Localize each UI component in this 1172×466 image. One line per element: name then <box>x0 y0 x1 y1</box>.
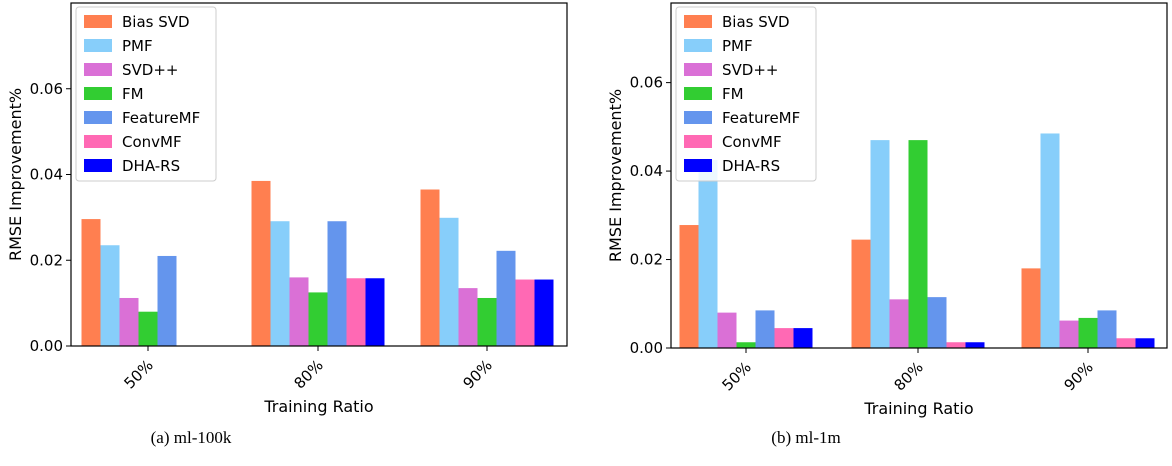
bar-featuremf-90pct <box>496 250 516 346</box>
y-tick-label: 0.04 <box>30 166 63 184</box>
bar-featuremf-90pct <box>1097 310 1117 348</box>
bar-fm-80pct <box>308 292 328 346</box>
y-tick-label: 0.00 <box>630 339 663 357</box>
legend-swatch <box>84 159 112 172</box>
bar-svd--80pct <box>289 277 309 346</box>
bar-pmf-80pct <box>870 140 890 348</box>
bar-pmf-50pct <box>698 160 718 348</box>
legend-swatch <box>684 159 712 172</box>
bar-fm-90pct <box>1078 317 1098 348</box>
legend-swatch <box>84 111 112 124</box>
bar-bias-svd-90pct <box>1021 268 1041 348</box>
bar-featuremf-80pct <box>327 221 347 346</box>
legend-swatch <box>84 15 112 28</box>
figure-caption: (a) ml-100k <box>151 428 232 447</box>
legend-label: FM <box>722 85 744 103</box>
legend-swatch <box>684 63 712 76</box>
bar-fm-50pct <box>138 311 158 346</box>
bar-convmf-90pct <box>515 279 535 346</box>
legend-label: FeatureMF <box>122 109 200 127</box>
bar-pmf-80pct <box>270 221 290 346</box>
bar-dha-rs-80pct <box>965 342 985 348</box>
legend-label: DHA-RS <box>122 157 180 175</box>
bar-dha-rs-80pct <box>365 278 385 346</box>
bar-svd--90pct <box>1059 320 1079 348</box>
bar-pmf-50pct <box>100 245 120 346</box>
chart-0: 0.00 0.02 0.04 0.06 50% 80% 90% Training Ratio R… <box>6 2 568 447</box>
figure-caption: (b) ml-1m <box>771 428 840 447</box>
bar-dha-rs-50pct <box>793 328 813 348</box>
legend-label: DHA-RS <box>722 157 780 175</box>
y-axis-title: RMSE Improvement% <box>606 89 625 262</box>
bar-fm-50pct <box>736 342 756 348</box>
x-tick-label: 80% <box>291 356 327 392</box>
plot-frame <box>670 2 1168 349</box>
legend-swatch <box>684 135 712 148</box>
bar-dha-rs-90pct <box>1135 338 1155 348</box>
y-tick-label: 0.06 <box>630 74 663 92</box>
x-axis-title: Training Ratio <box>863 399 973 418</box>
x-axis-title: Training Ratio <box>263 397 373 416</box>
bar-convmf-50pct <box>774 328 794 348</box>
bar-pmf-90pct <box>1040 133 1060 348</box>
bar-svd--90pct <box>458 288 478 346</box>
x-tick-label: 90% <box>460 356 496 392</box>
bar-svd--50pct <box>717 312 737 348</box>
legend-label: PMF <box>722 37 753 55</box>
bar-bias-svd-50pct <box>679 225 699 348</box>
legend-swatch <box>84 63 112 76</box>
x-tick-label: 50% <box>121 356 157 392</box>
legend-swatch <box>684 111 712 124</box>
x-tick-label: 80% <box>891 358 927 394</box>
legend-swatch <box>84 39 112 52</box>
legend-label: PMF <box>122 37 153 55</box>
legend-label: FM <box>122 85 144 103</box>
y-tick-label: 0.04 <box>630 162 663 180</box>
legend-label: ConvMF <box>122 133 182 151</box>
legend-swatch <box>684 87 712 100</box>
bar-convmf-90pct <box>1116 338 1136 348</box>
bar-pmf-90pct <box>439 217 459 346</box>
legend-swatch <box>684 39 712 52</box>
legend-swatch <box>84 87 112 100</box>
legend-swatch <box>684 15 712 28</box>
y-tick-label: 0.06 <box>30 80 63 98</box>
bar-featuremf-50pct <box>755 310 775 348</box>
x-tick-label: 50% <box>719 358 755 394</box>
bar-bias-svd-80pct <box>251 180 271 346</box>
bar-fm-80pct <box>908 140 928 348</box>
legend-label: Bias SVD <box>722 13 790 31</box>
legend-swatch <box>84 135 112 148</box>
bar-featuremf-50pct <box>157 255 177 346</box>
y-tick-label: 0.02 <box>30 251 63 269</box>
legend-label: ConvMF <box>722 133 782 151</box>
bar-convmf-80pct <box>946 342 966 348</box>
y-tick-label: 0.02 <box>630 251 663 269</box>
legend-label: SVD++ <box>122 61 178 79</box>
y-tick-label: 0.00 <box>30 337 63 355</box>
bar-fm-90pct <box>477 297 497 346</box>
bar-convmf-80pct <box>346 278 366 346</box>
legend-label: SVD++ <box>722 61 778 79</box>
bar-bias-svd-90pct <box>420 189 440 346</box>
bar-svd--50pct <box>119 297 139 346</box>
bar-bias-svd-50pct <box>81 219 101 346</box>
bar-svd--80pct <box>889 299 909 348</box>
x-tick-label: 90% <box>1061 358 1097 394</box>
bar-dha-rs-90pct <box>534 279 554 346</box>
legend-label: FeatureMF <box>722 109 800 127</box>
y-axis-title: RMSE Improvement% <box>6 88 25 261</box>
chart-1: 0.00 0.02 0.04 0.06 50% 80% 90% Training Ratio R… <box>606 2 1168 447</box>
bar-bias-svd-80pct <box>851 239 871 348</box>
bar-featuremf-80pct <box>927 297 947 348</box>
legend-label: Bias SVD <box>122 13 190 31</box>
